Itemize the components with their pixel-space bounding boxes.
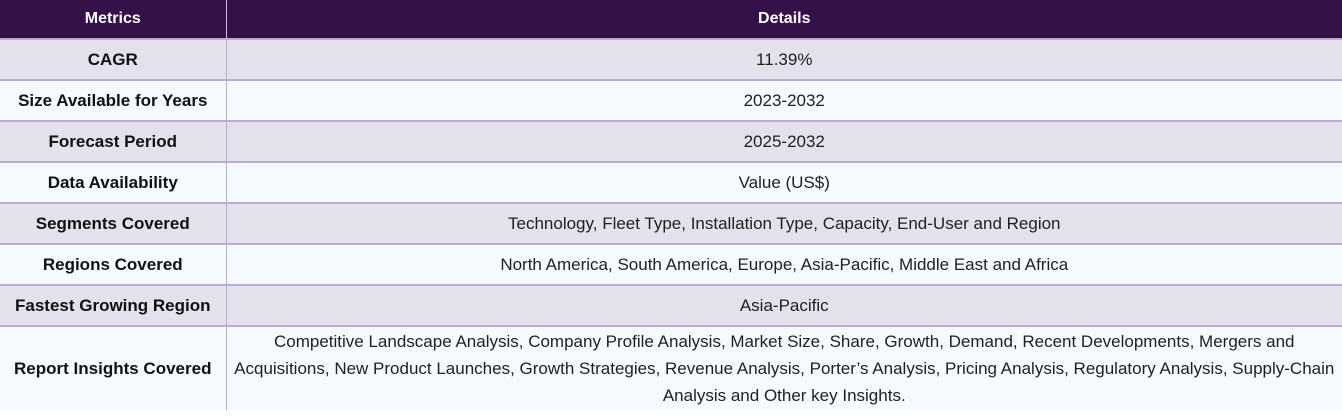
table-row: Fastest Growing Region Asia-Pacific bbox=[0, 284, 1342, 326]
details-cell: Asia-Pacific bbox=[226, 284, 1342, 326]
table-row: Data Availability Value (US$) bbox=[0, 161, 1342, 203]
details-cell: North America, South America, Europe, As… bbox=[226, 243, 1342, 285]
details-cell: 2023-2032 bbox=[226, 79, 1342, 121]
details-cell: Competitive Landscape Analysis, Company … bbox=[226, 325, 1342, 410]
table-row: Segments Covered Technology, Fleet Type,… bbox=[0, 202, 1342, 244]
details-cell: Value (US$) bbox=[226, 161, 1342, 203]
table-row: CAGR 11.39% bbox=[0, 38, 1342, 80]
header-metrics: Metrics bbox=[0, 0, 227, 39]
header-details: Details bbox=[226, 0, 1342, 39]
table-row: Forecast Period 2025-2032 bbox=[0, 120, 1342, 162]
metric-cell: Regions Covered bbox=[0, 243, 227, 285]
table-header-row: Metrics Details bbox=[0, 0, 1342, 39]
table-row: Report Insights Covered Competitive Land… bbox=[0, 325, 1342, 410]
table-row: Regions Covered North America, South Ame… bbox=[0, 243, 1342, 285]
details-cell: 2025-2032 bbox=[226, 120, 1342, 162]
metric-cell: Forecast Period bbox=[0, 120, 227, 162]
metric-cell: Data Availability bbox=[0, 161, 227, 203]
metric-cell: CAGR bbox=[0, 38, 227, 80]
metric-cell: Size Available for Years bbox=[0, 79, 227, 121]
metric-cell: Fastest Growing Region bbox=[0, 284, 227, 326]
table-row: Size Available for Years 2023-2032 bbox=[0, 79, 1342, 121]
metric-cell: Segments Covered bbox=[0, 202, 227, 244]
metric-cell: Report Insights Covered bbox=[0, 325, 227, 410]
details-cell: 11.39% bbox=[226, 38, 1342, 80]
details-cell: Technology, Fleet Type, Installation Typ… bbox=[226, 202, 1342, 244]
